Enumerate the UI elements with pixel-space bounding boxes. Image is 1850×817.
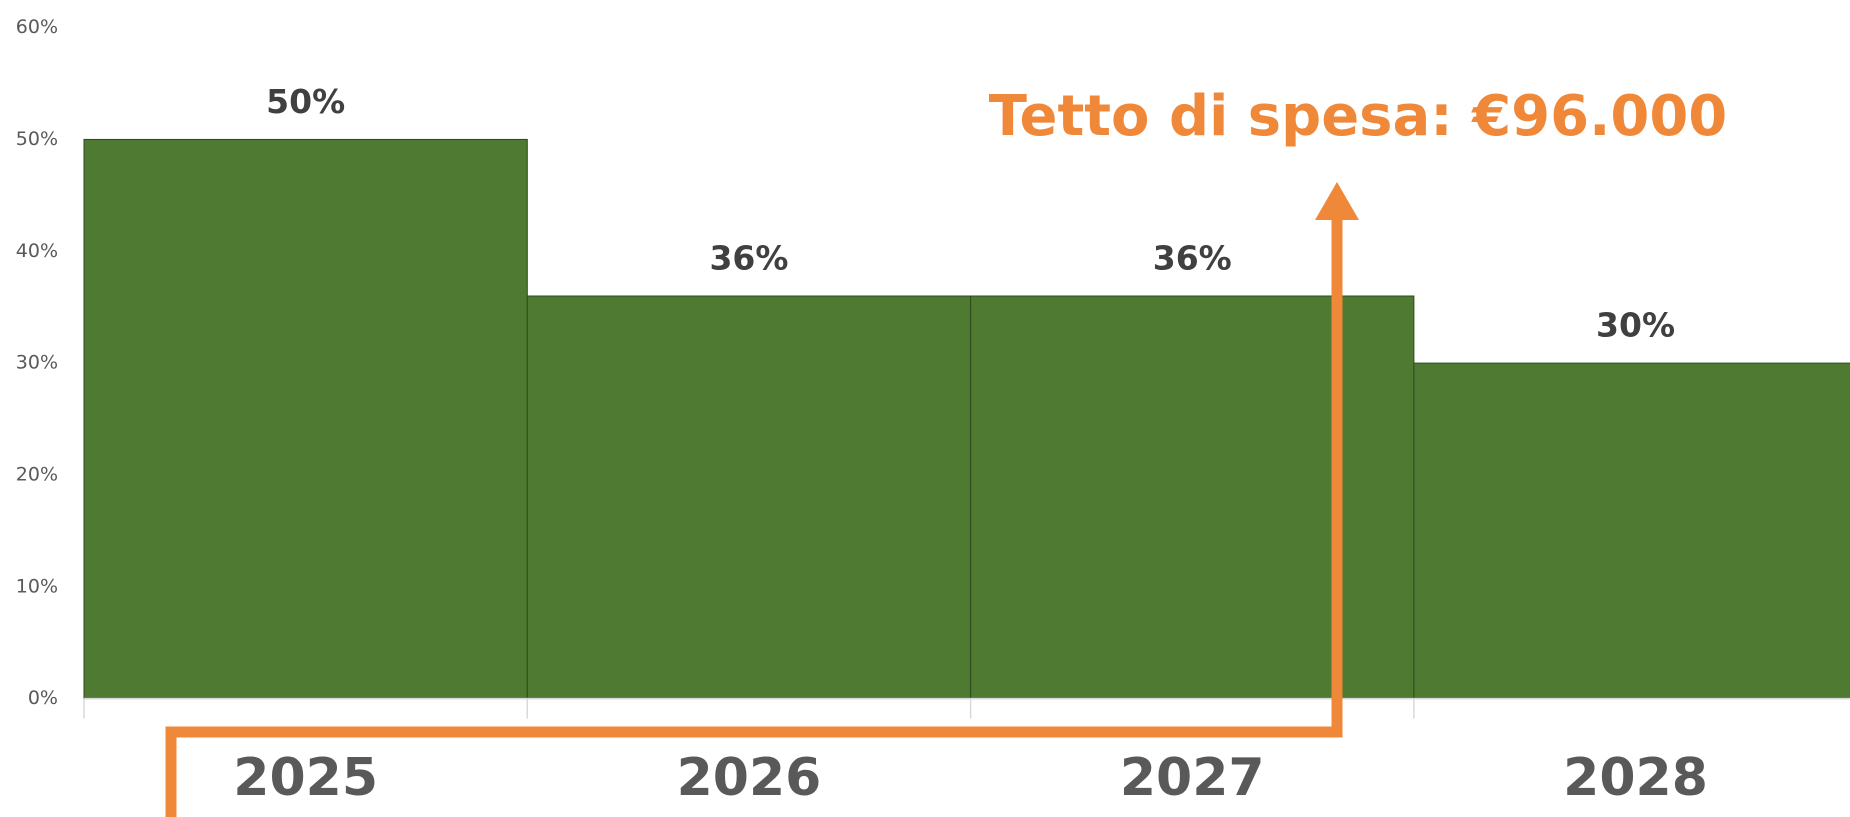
bar <box>83 138 528 700</box>
value-label: 50% <box>266 82 345 121</box>
y-tick-label: 10% <box>16 575 58 597</box>
value-label: 36% <box>709 239 788 278</box>
arrow-head <box>1315 182 1359 220</box>
y-tick-label: 40% <box>16 240 58 262</box>
value-label: 36% <box>1153 239 1232 278</box>
bar <box>1413 362 1850 700</box>
x-tick-label: 2025 <box>233 748 378 808</box>
bar <box>526 295 972 700</box>
annotation: Tetto di spesa: €96.000 <box>989 84 1728 149</box>
bar <box>970 295 1415 700</box>
x-tick-label: 2026 <box>677 748 822 808</box>
bracket <box>165 215 1343 817</box>
x-tick-label: 2027 <box>1120 748 1265 808</box>
y-tick-label: 0% <box>28 687 58 709</box>
x-tick-label: 2028 <box>1563 748 1708 808</box>
y-tick-label: 30% <box>16 352 58 374</box>
y-tick-label: 20% <box>16 463 58 485</box>
value-label: 30% <box>1596 306 1675 345</box>
y-tick-label: 60% <box>16 16 58 38</box>
y-tick-label: 50% <box>16 128 58 150</box>
